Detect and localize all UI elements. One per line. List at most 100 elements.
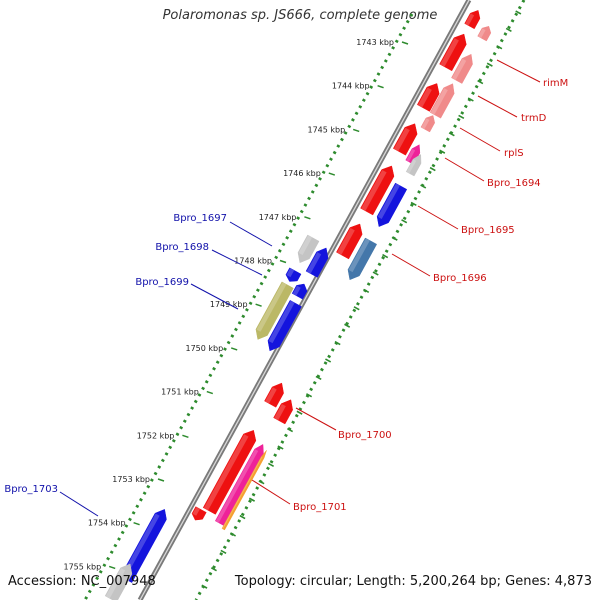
feature-tick-mark [277,445,284,450]
kbp-tick-mark [377,84,384,89]
gene-arrow-top-1-shade [465,13,475,26]
leader-line-right [251,479,291,505]
kbp-tick-label: 1754 kbp [88,519,126,528]
gene-arrow-top-2-shade [478,28,486,39]
kbp-tick-label: 1749 kbp [210,300,248,309]
leader-line-right [444,157,485,182]
leader-line-left [59,491,99,517]
kbp-tick-mark [352,128,360,133]
gene-label-group: rimM trmD rplS Bpro_1694 Bpro_1695 Bpro_1696 B… [4,78,568,513]
gene-label-rpls: rplS [504,148,524,159]
kbp-tick-group: 1743 kbp 1744 kbp 1745 kbp 1746 kbp 1747 kbp… [63,38,409,571]
gene-arrow-g-shade [306,252,322,274]
feature-tick-mark [306,393,313,398]
kbp-tick-label: 1745 kbp [307,125,345,134]
feature-tick-mark [229,532,236,537]
gene-label-rimm: rimM [543,78,568,89]
gene-label-bpro-1703: Bpro_1703 [4,484,58,495]
gene-arrow-f-shade [337,227,355,255]
gene-arrow-Bpro-1697-shade [298,235,313,256]
feature-tick-mark [267,462,275,468]
feature-tick-mark [505,27,512,33]
gene-arrow-Bpro-1703-shade [121,513,160,579]
gene-arrow-a-shade [440,38,459,67]
feature-tick-mark [248,497,255,502]
feature-tick-mark [382,253,389,259]
kbp-tick-label: 1752 kbp [137,431,175,440]
kbp-tick-label: 1744 kbp [332,82,370,91]
gene-arrow-k-shade [203,434,249,511]
gene-arrow-m-shade [105,568,126,599]
gene-label-bpro-1699: Bpro_1699 [135,277,189,288]
kbp-tick-label: 1743 kbp [356,38,394,47]
gene-label-trmd: trmD [521,113,547,124]
gene-arrow-e-shade [406,159,417,174]
gene-label-bpro-1696: Bpro_1696 [433,273,487,284]
gene-arrow-j-shade [265,387,277,404]
kbp-tick-label: 1750 kbp [185,344,223,353]
feature-tick-mark [210,567,217,572]
kbp-tick-mark [255,303,262,307]
map-title: Polaromonas sp. JS666, complete genome [162,8,438,23]
kbp-tick-label: 1753 kbp [112,475,150,484]
kbp-tick-label: 1747 kbp [259,213,297,222]
gene-arrow-j [264,382,284,408]
gene-arrow-c-shade [421,118,430,130]
feature-tick-mark [239,514,246,520]
gene-arrow-Bpro-1695-shade [377,183,400,219]
feature-tick-mark [429,166,436,172]
kbp-tick-mark [182,434,189,439]
kbp-tick-mark [328,172,336,176]
feature-tick-mark [353,306,360,311]
leader-line-left [211,249,263,276]
kbp-scale-line [83,13,414,600]
feature-tick-mark [477,79,484,85]
gene-label-bpro-1698: Bpro_1698 [155,242,209,253]
gene-arrow-Bpro-1701-stripe-shade [222,456,263,530]
gene-arrow-Bpro-1699 [255,281,294,340]
feature-tick-mark [448,132,455,137]
gene-arrow-h-shade [292,285,301,296]
gene-label-bpro-1694: Bpro_1694 [487,178,541,189]
gene-arrow-Bpro-1696-shade [348,238,370,273]
kbp-tick-mark [133,521,140,526]
feature-tick-mark [401,219,408,224]
feature-tick-mark [515,10,522,15]
gene-arrow-Bpro-1698-shade [286,268,295,278]
gene-arrow-rplS-shade [406,148,416,162]
kbp-tick-mark [206,390,214,395]
kbp-tick-mark [279,259,287,264]
feature-tick-mark [201,584,208,589]
outer-dotted-line [194,0,526,600]
leader-line-right [391,253,431,277]
feature-tick-mark [334,340,341,346]
kbp-tick-label: 1746 kbp [283,169,321,178]
leader-line-right [295,407,337,431]
leader-line-right [417,205,459,230]
feature-tick-mark [344,323,351,328]
gene-arrow-Bpro-1694-shade [361,169,387,211]
feature-tick-mark [439,149,446,154]
gene-arrow-rimM-shade [451,58,467,81]
feature-tick-mark [296,410,303,415]
gene-arrow-Bpro-1700-shade [274,403,286,421]
leader-line-right [459,127,501,152]
topology-text: Topology: circular; Length: 5,200,264 bp… [234,574,592,589]
gene-arrow-l-shade [192,506,200,516]
feature-tick-mark [391,236,398,241]
leader-line-right [477,95,518,118]
feature-tick-mark [287,427,294,433]
feature-tick-mark [220,549,227,555]
leader-line-right [496,59,541,83]
gene-group [104,10,492,600]
gene-label-bpro-1697: Bpro_1697 [173,213,227,224]
gene-arrow-top-1 [464,10,481,30]
genome-backbone-highlight [139,0,470,600]
kbp-tick-mark [157,478,165,482]
feature-tick-mark [486,62,493,67]
gene-label-bpro-1700: Bpro_1700 [338,430,392,441]
feature-tick-mark [258,480,265,485]
gene-arrow-i-shade [268,300,295,344]
feature-tick-mark [372,271,379,276]
